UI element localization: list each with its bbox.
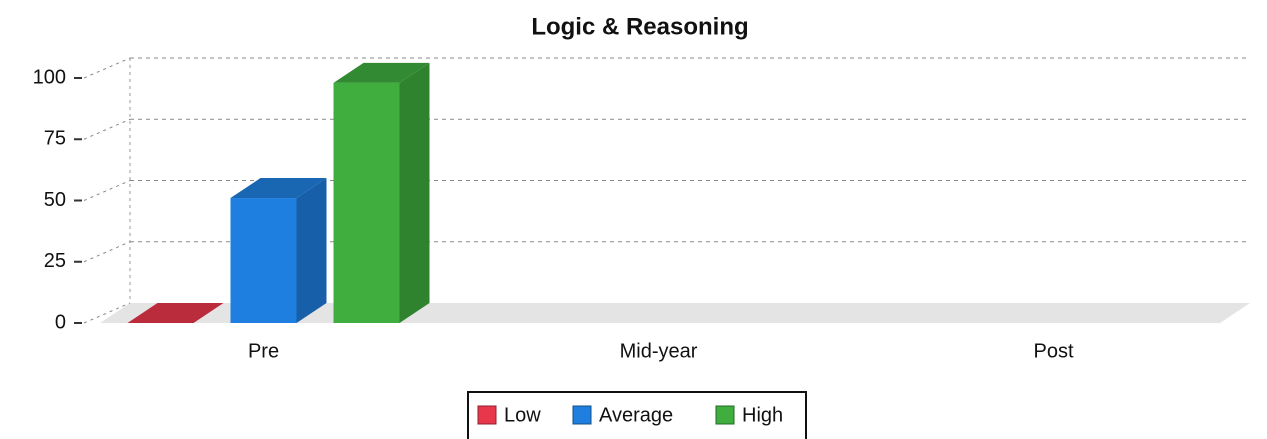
- bar: [333, 62, 430, 324]
- bar-front: [333, 82, 400, 324]
- tick-connector: [83, 241, 131, 263]
- y-tick-label: 100: [33, 66, 66, 88]
- legend-swatch: [715, 405, 735, 425]
- y-tick-label: 50: [44, 189, 66, 211]
- bar-top: [333, 62, 430, 83]
- x-tick-label: Post: [1033, 340, 1073, 362]
- legend-box: [467, 391, 807, 439]
- tick-connector: [83, 57, 131, 79]
- tick-connector: [83, 302, 131, 324]
- bar-top: [127, 303, 224, 323]
- tick-connector: [83, 180, 131, 201]
- x-tick-label: Pre: [248, 340, 279, 362]
- y-tick-label: 0: [55, 311, 66, 333]
- legend-swatch: [477, 405, 497, 425]
- y-tick-label: 75: [44, 128, 66, 150]
- bar-side: [399, 62, 430, 324]
- bar: [230, 178, 327, 323]
- bar: [127, 303, 224, 323]
- legend-label: High: [742, 404, 783, 426]
- chart-title: Logic & Reasoning: [531, 13, 748, 40]
- legend-swatch: [572, 405, 592, 425]
- y-tick-label: 25: [44, 250, 66, 272]
- bar-top: [230, 178, 327, 199]
- x-tick-label: Mid-year: [620, 340, 698, 362]
- bar-front: [230, 198, 297, 323]
- bar-side: [296, 178, 327, 323]
- legend-label: Average: [599, 404, 673, 426]
- legend-label: Low: [504, 404, 541, 426]
- tick-connector: [83, 118, 131, 140]
